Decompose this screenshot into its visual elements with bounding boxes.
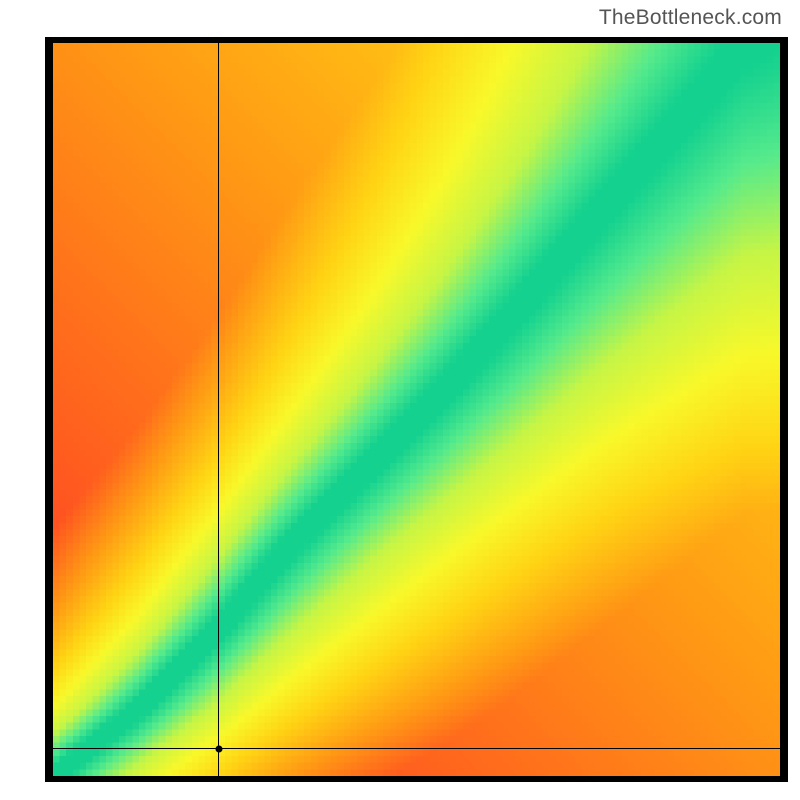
chart-container: TheBottleneck.com <box>0 0 800 800</box>
crosshair-horizontal <box>53 748 780 749</box>
heatmap-canvas <box>53 43 780 776</box>
crosshair-point <box>215 745 222 752</box>
watermark-text: TheBottleneck.com <box>599 6 782 30</box>
crosshair-vertical <box>218 43 219 776</box>
